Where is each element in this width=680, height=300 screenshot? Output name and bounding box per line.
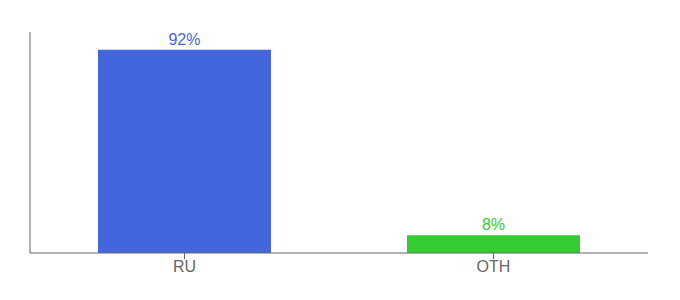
svg-text:RU: RU [173, 258, 196, 275]
svg-text:OTH: OTH [477, 258, 511, 275]
svg-text:92%: 92% [168, 31, 200, 48]
svg-text:8%: 8% [482, 216, 505, 233]
